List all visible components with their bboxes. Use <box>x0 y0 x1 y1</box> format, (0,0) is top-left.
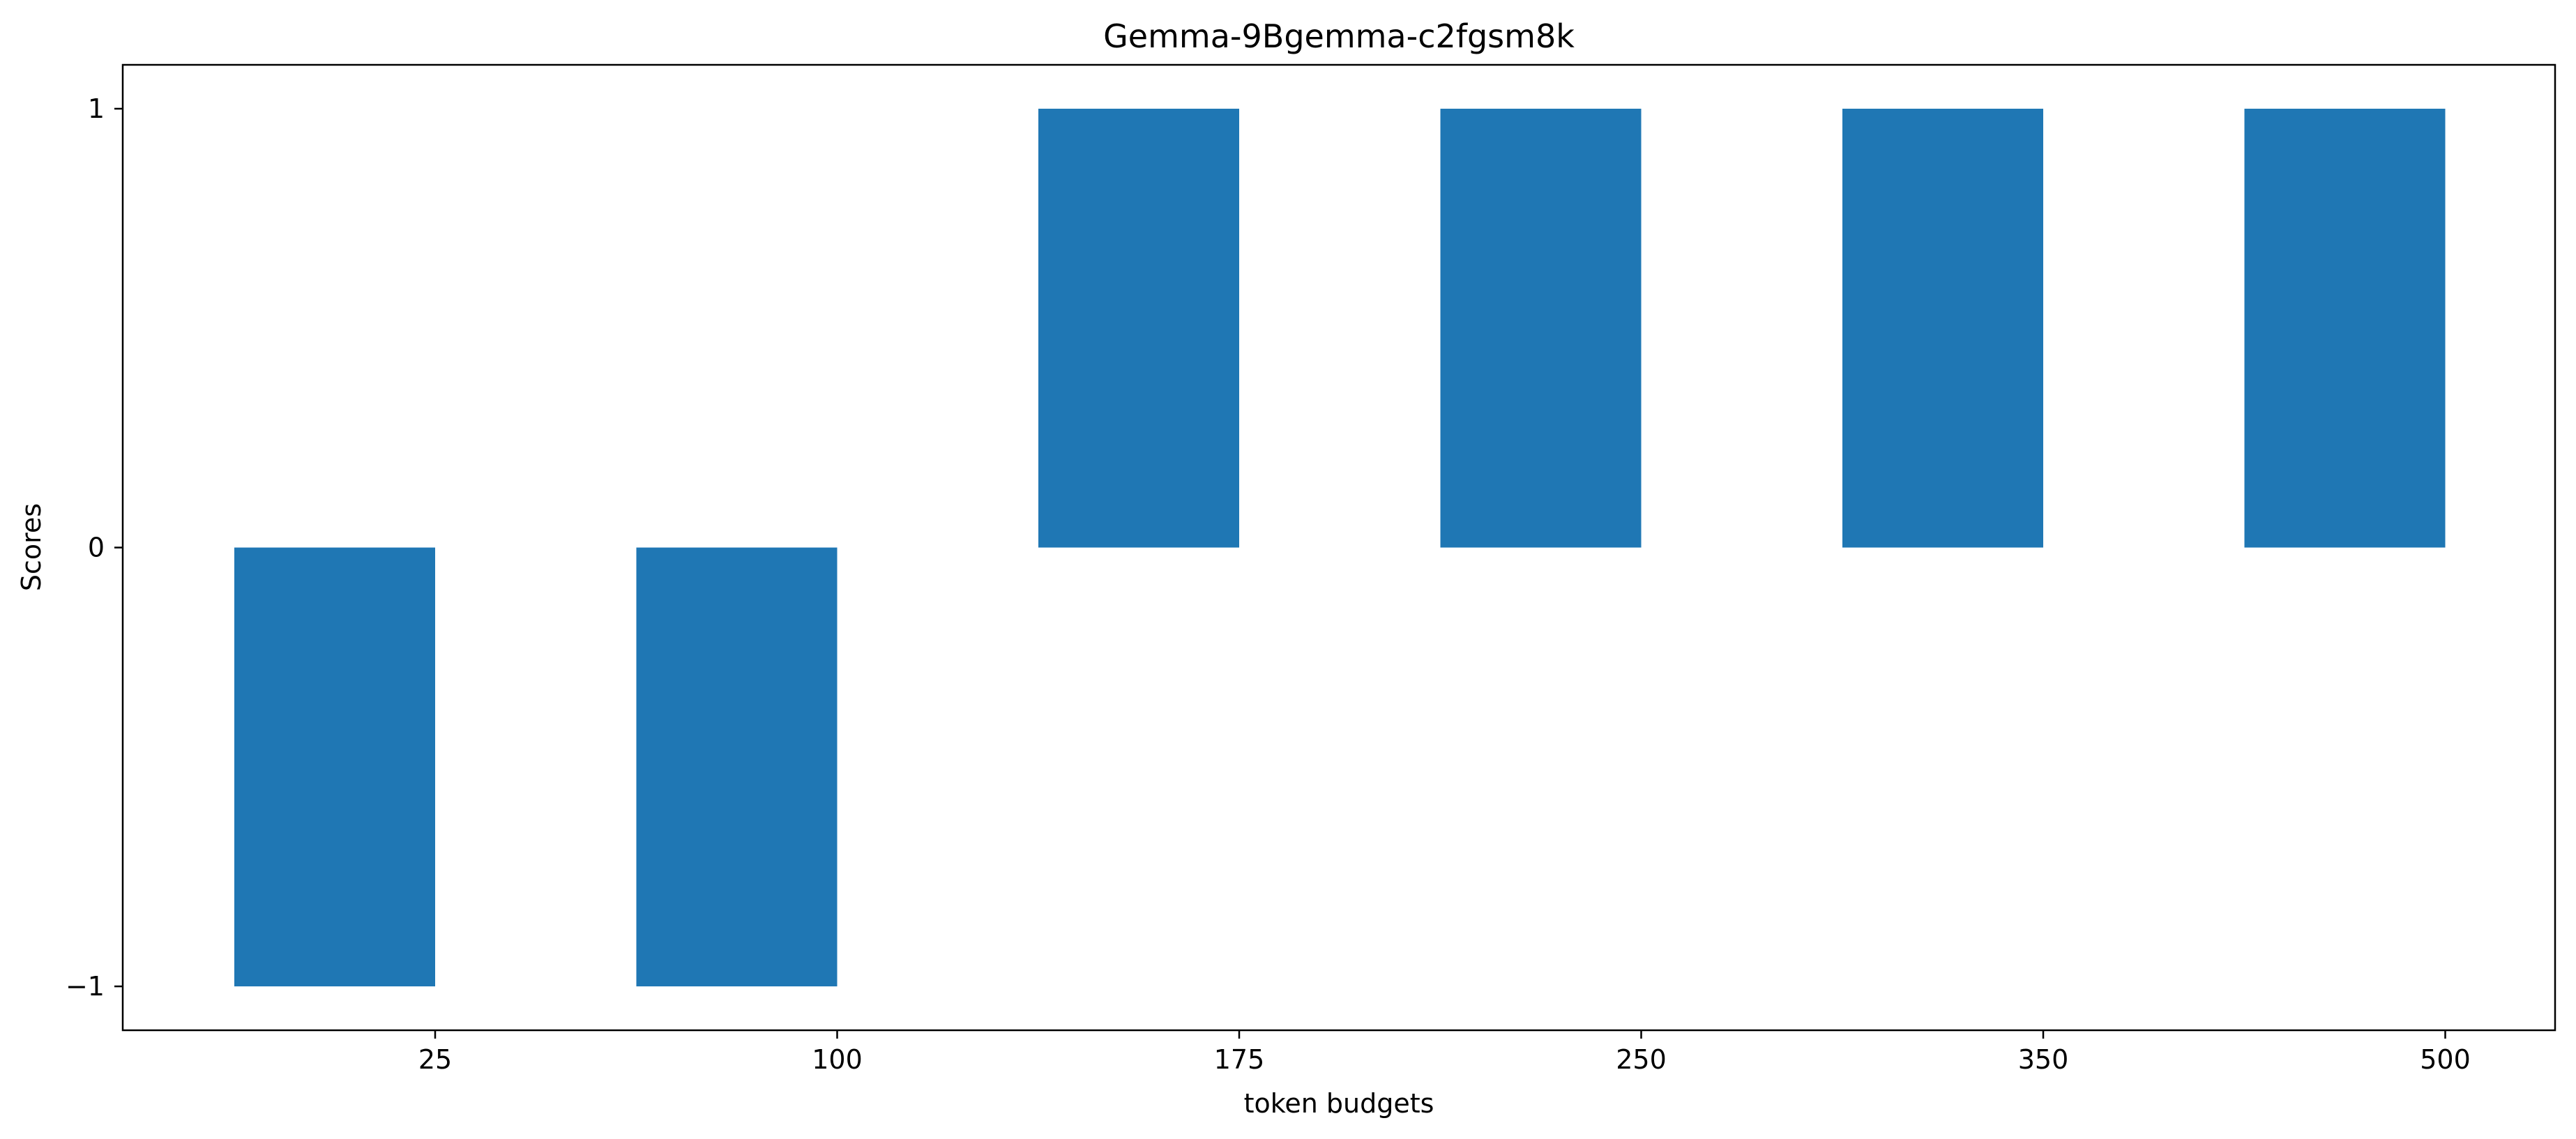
x-tick-label-100: 100 <box>812 1044 863 1075</box>
x-axis-title: token budgets <box>1244 1088 1434 1119</box>
bars-layer <box>234 108 2446 987</box>
y-axis-title: Scores <box>16 503 47 591</box>
bar-500 <box>2244 108 2446 548</box>
bar-175 <box>1038 108 1239 548</box>
x-tick-label-250: 250 <box>1616 1044 1667 1075</box>
bar-100 <box>636 547 838 987</box>
x-tick-label-25: 25 <box>418 1044 452 1075</box>
bar-250 <box>1440 108 1642 548</box>
x-axis: 25 100 175 250 350 500 <box>418 1030 2471 1075</box>
y-tick-label--1: −1 <box>66 971 105 1002</box>
bar-25 <box>234 547 435 987</box>
chart-title: Gemma-9Bgemma-c2fgsm8k <box>1103 17 1575 55</box>
x-tick-label-175: 175 <box>1214 1044 1265 1075</box>
y-tick-label-0: 0 <box>88 533 105 563</box>
x-tick-label-350: 350 <box>2018 1044 2069 1075</box>
y-axis: −1 0 1 <box>66 93 123 1002</box>
x-tick-label-500: 500 <box>2420 1044 2471 1075</box>
y-tick-label-1: 1 <box>88 93 105 124</box>
bar-350 <box>1842 108 2043 548</box>
